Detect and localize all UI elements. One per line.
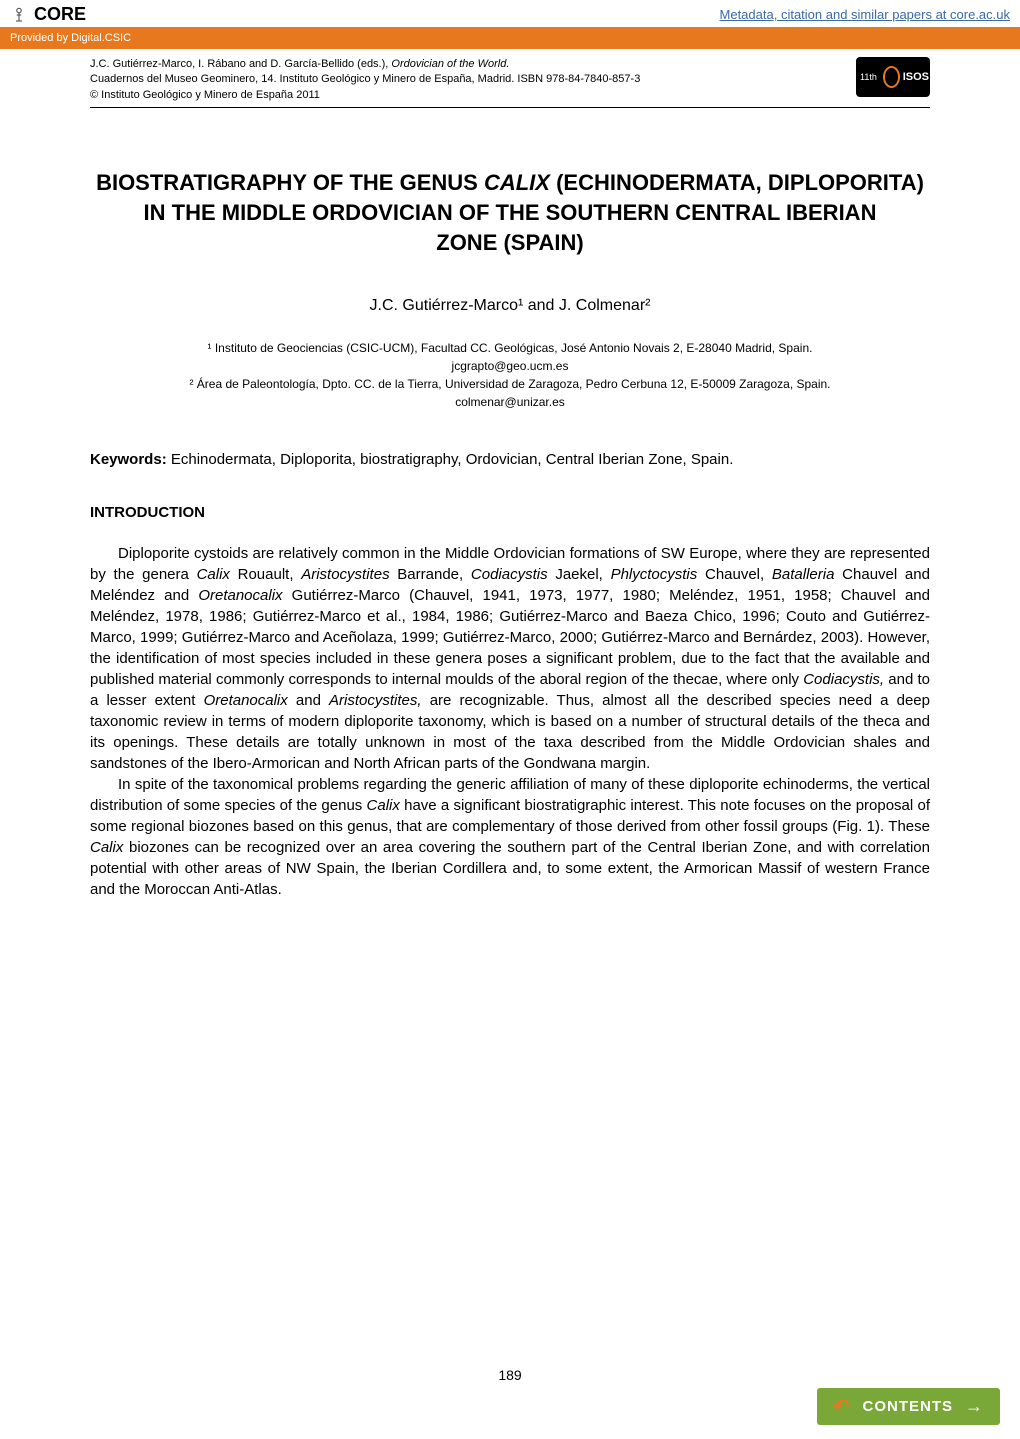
p1-i7: Codiacystis, — [803, 671, 884, 688]
affiliation-1: ¹ Instituto de Geociencias (CSIC-UCM), F… — [90, 339, 930, 357]
authors: J.C. Gutiérrez-Marco¹ and J. Colmenar² — [90, 297, 930, 315]
isos-circle-icon — [883, 66, 900, 88]
main-content: BIOSTRATIGRAPHY OF THE GENUS CALIX (ECHI… — [90, 168, 930, 900]
citation-line-1: J.C. Gutiérrez-Marco, I. Rábano and D. G… — [90, 57, 640, 72]
title-line-3: ZONE (SPAIN) — [436, 230, 583, 255]
p1-i3: Codiacystis — [471, 566, 548, 583]
core-left-group: CORE — [10, 4, 86, 25]
p1-t3: Barrande, — [390, 566, 471, 583]
paragraph-1: Diploporite cystoids are relatively comm… — [90, 543, 930, 774]
citation-line-2: Cuadernos del Museo Geominero, 14. Insti… — [90, 72, 640, 87]
p1-t5: Chauvel, — [697, 566, 772, 583]
contents-button[interactable]: ↶ CONTENTS → — [817, 1388, 1000, 1425]
body-text: Diploporite cystoids are relatively comm… — [90, 543, 930, 900]
p1-t2: Rouault, — [230, 566, 301, 583]
title-italic: CALIX — [484, 170, 550, 195]
p1-i2: Aristocystites — [301, 566, 389, 583]
p1-i6: Oretanocalix — [198, 587, 282, 604]
core-label: CORE — [34, 4, 86, 25]
section-heading: INTRODUCTION — [90, 504, 930, 521]
affiliations: ¹ Instituto de Geociencias (CSIC-UCM), F… — [90, 339, 930, 411]
forward-arrow-icon: → — [965, 1396, 984, 1417]
back-arrow-icon: ↶ — [833, 1394, 851, 1419]
citation-text: J.C. Gutiérrez-Marco, I. Rábano and D. G… — [90, 57, 640, 103]
p1-i4: Phlyctocystis — [611, 566, 698, 583]
keywords: Keywords: Echinodermata, Diploporita, bi… — [90, 451, 930, 468]
p1-i9: Aristocystites, — [329, 692, 422, 709]
affiliation-2: ² Área de Paleontología, Dpto. CC. de la… — [90, 375, 930, 393]
core-header-bar: CORE Metadata, citation and similar pape… — [0, 0, 1020, 27]
p1-i1: Calix — [197, 566, 230, 583]
paper-title: BIOSTRATIGRAPHY OF THE GENUS CALIX (ECHI… — [90, 168, 930, 257]
paragraph-2: In spite of the taxonomical problems reg… — [90, 774, 930, 900]
metadata-link[interactable]: Metadata, citation and similar papers at… — [720, 7, 1010, 22]
affiliation-1-email: jcgrapto@geo.ucm.es — [90, 357, 930, 375]
title-suffix: (ECHINODERMATA, DIPLOPORITA) — [550, 170, 924, 195]
page-number: 189 — [0, 1367, 1020, 1383]
p1-i5: Batalleria — [772, 566, 835, 583]
keywords-label: Keywords: — [90, 451, 167, 468]
citation-line-3: © Instituto Geológico y Minero de España… — [90, 88, 640, 103]
p2-t3: biozones can be recognized over an area … — [90, 839, 930, 898]
title-prefix: BIOSTRATIGRAPHY OF THE GENUS — [96, 170, 484, 195]
contents-label: CONTENTS — [863, 1398, 954, 1415]
affiliation-2-email: colmenar@unizar.es — [90, 393, 930, 411]
provided-by-text: Provided by Digital.CSIC — [10, 32, 131, 44]
title-line-2: IN THE MIDDLE ORDOVICIAN OF THE SOUTHERN… — [144, 200, 877, 225]
p1-t9: and — [288, 692, 329, 709]
p1-i8: Oretanocalix — [204, 692, 288, 709]
p2-i2: Calix — [90, 839, 123, 856]
citation-italic: Ordovician of the World. — [391, 58, 509, 70]
provided-by-bar: Provided by Digital.CSIC — [0, 27, 1020, 49]
citation-block: J.C. Gutiérrez-Marco, I. Rábano and D. G… — [90, 57, 930, 108]
citation-prefix: J.C. Gutiérrez-Marco, I. Rábano and D. G… — [90, 58, 391, 70]
core-icon — [10, 6, 28, 24]
keywords-text: Echinodermata, Diploporita, biostratigra… — [167, 451, 734, 468]
isos-badge: 11th — [857, 70, 880, 84]
p1-t4: Jaekel, — [548, 566, 611, 583]
isos-logo: 11th ISOS — [856, 57, 930, 97]
isos-text: ISOS — [903, 71, 929, 83]
p2-i1: Calix — [367, 797, 400, 814]
